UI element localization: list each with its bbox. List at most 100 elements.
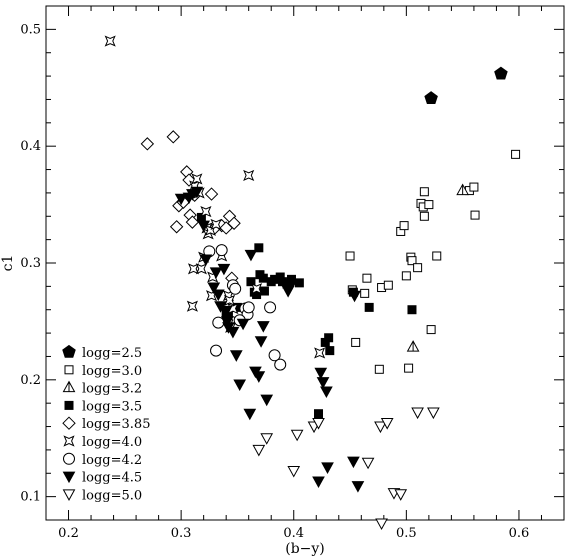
- point-logg-5-0: [374, 421, 387, 434]
- point-logg-4-5: [219, 305, 233, 318]
- point-logg-4-5: [236, 318, 250, 331]
- point-logg-4-0: [187, 263, 200, 275]
- x-tick-label: 0.2: [58, 526, 79, 541]
- point-logg-3-0: [426, 325, 436, 335]
- point-logg-3-85: [169, 220, 184, 234]
- point-logg-4-5: [312, 476, 325, 488]
- x-tick-label: 0.6: [509, 526, 530, 541]
- x-tick-label: 0.3: [171, 526, 192, 541]
- point-logg-4-5: [207, 282, 221, 295]
- point-logg-4-2: [242, 301, 255, 314]
- point-logg-4-0: [195, 263, 207, 275]
- point-logg-2-5: [494, 66, 508, 80]
- y-tick-label: 0.2: [20, 373, 41, 388]
- point-logg-4-5: [347, 456, 360, 469]
- point-logg-4-2: [210, 344, 223, 357]
- point-logg-4-5: [199, 254, 213, 267]
- point-logg-3-0: [362, 273, 372, 283]
- point-logg-3-0: [399, 221, 409, 231]
- point-logg-3-5: [407, 305, 417, 315]
- point-logg-5-0: [380, 418, 394, 430]
- legend-label-logg-2-5: logg=2.5: [82, 346, 142, 361]
- point-logg-3-0: [374, 364, 384, 374]
- point-logg-4-2: [268, 349, 281, 362]
- point-logg-4-5: [197, 220, 210, 233]
- point-logg-3-0: [383, 280, 393, 290]
- point-logg-4-5: [244, 249, 258, 262]
- point-logg-3-5: [258, 273, 268, 283]
- point-logg-4-5: [226, 326, 240, 339]
- point-logg-4-0: [243, 169, 255, 181]
- legend-label-logg-4-5: logg=4.5: [82, 471, 142, 486]
- point-logg-5-0: [290, 429, 304, 442]
- point-logg-5-0: [394, 489, 408, 501]
- point-logg-3-0: [401, 271, 411, 281]
- point-logg-2-5: [424, 91, 438, 105]
- point-logg-3-0: [413, 263, 423, 273]
- point-logg-4-0: [223, 294, 236, 306]
- legend-label-logg-3-5: logg=3.5: [82, 399, 142, 414]
- point-logg-4-5: [211, 289, 225, 302]
- point-logg-3-0: [511, 149, 521, 159]
- point-logg-3-0: [360, 288, 370, 298]
- legend-marker-logg-3-0: [64, 365, 74, 375]
- point-logg-5-0: [312, 418, 325, 430]
- point-logg-3-0: [351, 337, 361, 347]
- x-axis-label: (b−y): [285, 541, 325, 557]
- legend-marker-logg-3-85: [62, 416, 76, 430]
- point-logg-5-0: [361, 457, 375, 470]
- y-tick-label: 0.3: [20, 256, 41, 271]
- point-logg-3-0: [407, 256, 417, 266]
- legend-marker-logg-4-0: [63, 435, 75, 447]
- point-logg-4-0: [251, 283, 263, 295]
- point-logg-5-0: [260, 433, 274, 445]
- point-logg-3-0: [345, 251, 355, 261]
- point-logg-3-0: [470, 210, 480, 220]
- point-logg-4-5: [252, 371, 266, 383]
- point-logg-4-5: [220, 316, 234, 328]
- legend-label-logg-3-85: logg=3.85: [82, 417, 150, 432]
- x-tick-label: 0.5: [396, 526, 417, 541]
- point-logg-4-0: [314, 347, 326, 359]
- point-logg-4-5: [316, 377, 330, 389]
- point-logg-4-5: [190, 186, 204, 199]
- point-logg-4-2: [229, 282, 242, 295]
- point-logg-5-0: [427, 407, 440, 420]
- point-logg-4-5: [348, 290, 361, 303]
- x-tick-label: 0.4: [283, 526, 304, 541]
- legend-label-logg-4-0: logg=4.0: [82, 435, 142, 450]
- y-tick-label: 0.4: [20, 139, 41, 154]
- point-logg-4-5: [209, 267, 223, 279]
- point-logg-3-5: [246, 277, 256, 287]
- point-logg-4-0: [191, 173, 203, 185]
- y-tick-label: 0.5: [20, 22, 41, 37]
- point-logg-3-85: [140, 137, 155, 151]
- axis-ticks: [45, 5, 565, 521]
- point-logg-5-0: [411, 407, 424, 420]
- point-logg-3-5: [314, 409, 324, 419]
- legend-label-logg-3-2: logg=3.2: [82, 382, 142, 397]
- legend-label-logg-4-2: logg=4.2: [82, 453, 142, 468]
- point-logg-3-0: [469, 182, 479, 192]
- point-logg-4-5: [243, 408, 257, 421]
- point-logg-3-0: [424, 200, 434, 210]
- point-logg-4-2: [264, 301, 277, 314]
- point-logg-4-5: [284, 281, 297, 293]
- point-logg-4-5: [254, 336, 268, 348]
- legend: logg=2.5 logg=3.0 logg=3.2 logg=3.5 logg=3.8…: [62, 344, 150, 503]
- legend-marker-logg-2-5: [62, 344, 76, 358]
- point-logg-5-0: [252, 444, 266, 457]
- legend-marker-logg-5-0: [62, 489, 76, 501]
- point-logg-4-5: [217, 263, 231, 276]
- point-logg-4-0: [200, 206, 212, 218]
- point-logg-4-0: [104, 35, 116, 47]
- point-logg-3-0: [404, 363, 414, 373]
- point-logg-5-0: [375, 518, 388, 531]
- point-logg-4-5: [260, 394, 274, 407]
- axis-tick-labels: 0.2 0.3 0.4 0.5 0.6 0.1 0.2 0.3 0.4 0.5: [20, 22, 529, 541]
- point-logg-4-5: [233, 379, 247, 392]
- point-logg-3-5: [254, 243, 264, 253]
- point-logg-4-5: [314, 367, 328, 380]
- y-axis-label: c1: [0, 255, 16, 272]
